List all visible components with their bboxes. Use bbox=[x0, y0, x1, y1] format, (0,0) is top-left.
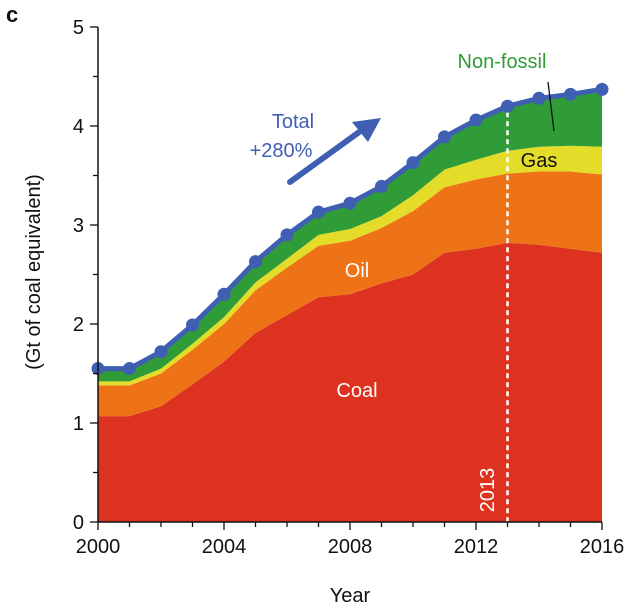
total-point-2004 bbox=[217, 287, 231, 301]
x-tick-label: 2008 bbox=[328, 536, 373, 558]
total-series bbox=[91, 82, 609, 376]
area-coal bbox=[98, 242, 602, 523]
total-point-2001 bbox=[123, 362, 136, 376]
area-non-fossil bbox=[98, 89, 602, 382]
stacked-areas bbox=[98, 89, 602, 523]
total-change-label: +280% bbox=[250, 140, 313, 162]
total-point-2008 bbox=[343, 196, 357, 210]
axes: 0 1 2 3 4 5 2000 2004 2008 2012 2016 bbox=[73, 17, 624, 558]
total-point-2014 bbox=[532, 91, 546, 105]
y-tick-label: 1 bbox=[73, 413, 84, 435]
x-axis-label: Year bbox=[330, 585, 371, 607]
total-point-2010 bbox=[406, 156, 420, 170]
total-point-2003 bbox=[186, 318, 199, 332]
y-tick-label: 2 bbox=[73, 314, 84, 336]
total-point-2016 bbox=[595, 82, 609, 96]
y-tick-label: 0 bbox=[73, 512, 84, 534]
non-fossil-label: Non-fossil bbox=[458, 51, 547, 73]
total-point-2005 bbox=[249, 255, 262, 269]
x-tick-label: 2016 bbox=[580, 536, 625, 558]
total-arrow-head bbox=[352, 118, 381, 142]
y-axis-label: (Gt of coal equivalent) bbox=[23, 174, 45, 370]
area-gas bbox=[98, 145, 602, 386]
x-tick-label: 2000 bbox=[76, 536, 121, 558]
y-tick-label: 5 bbox=[73, 17, 84, 39]
total-point-2015 bbox=[564, 87, 577, 101]
total-point-2007 bbox=[312, 205, 325, 219]
total-point-2011 bbox=[438, 130, 451, 144]
total-point-2009 bbox=[375, 179, 388, 193]
y-tick-label: 3 bbox=[73, 215, 84, 237]
total-arrow-shaft bbox=[287, 127, 365, 185]
total-point-2002 bbox=[154, 345, 168, 359]
x-tick-label: 2004 bbox=[202, 536, 247, 558]
total-point-2006 bbox=[280, 228, 294, 242]
marker-year-label: 2013 bbox=[477, 468, 499, 513]
non-fossil-pointer bbox=[547, 81, 555, 132]
oil-label: Oil bbox=[345, 260, 369, 282]
y-tick-label: 4 bbox=[73, 116, 84, 138]
area-oil bbox=[98, 171, 602, 417]
gas-label: Gas bbox=[521, 150, 558, 172]
total-point-2012 bbox=[469, 113, 483, 127]
coal-label: Coal bbox=[336, 380, 377, 402]
total-point-2013 bbox=[501, 99, 514, 113]
x-tick-label: 2012 bbox=[454, 536, 499, 558]
panel-label: c bbox=[6, 2, 18, 27]
total-label: Total bbox=[272, 111, 314, 133]
total-arrow bbox=[287, 118, 381, 185]
